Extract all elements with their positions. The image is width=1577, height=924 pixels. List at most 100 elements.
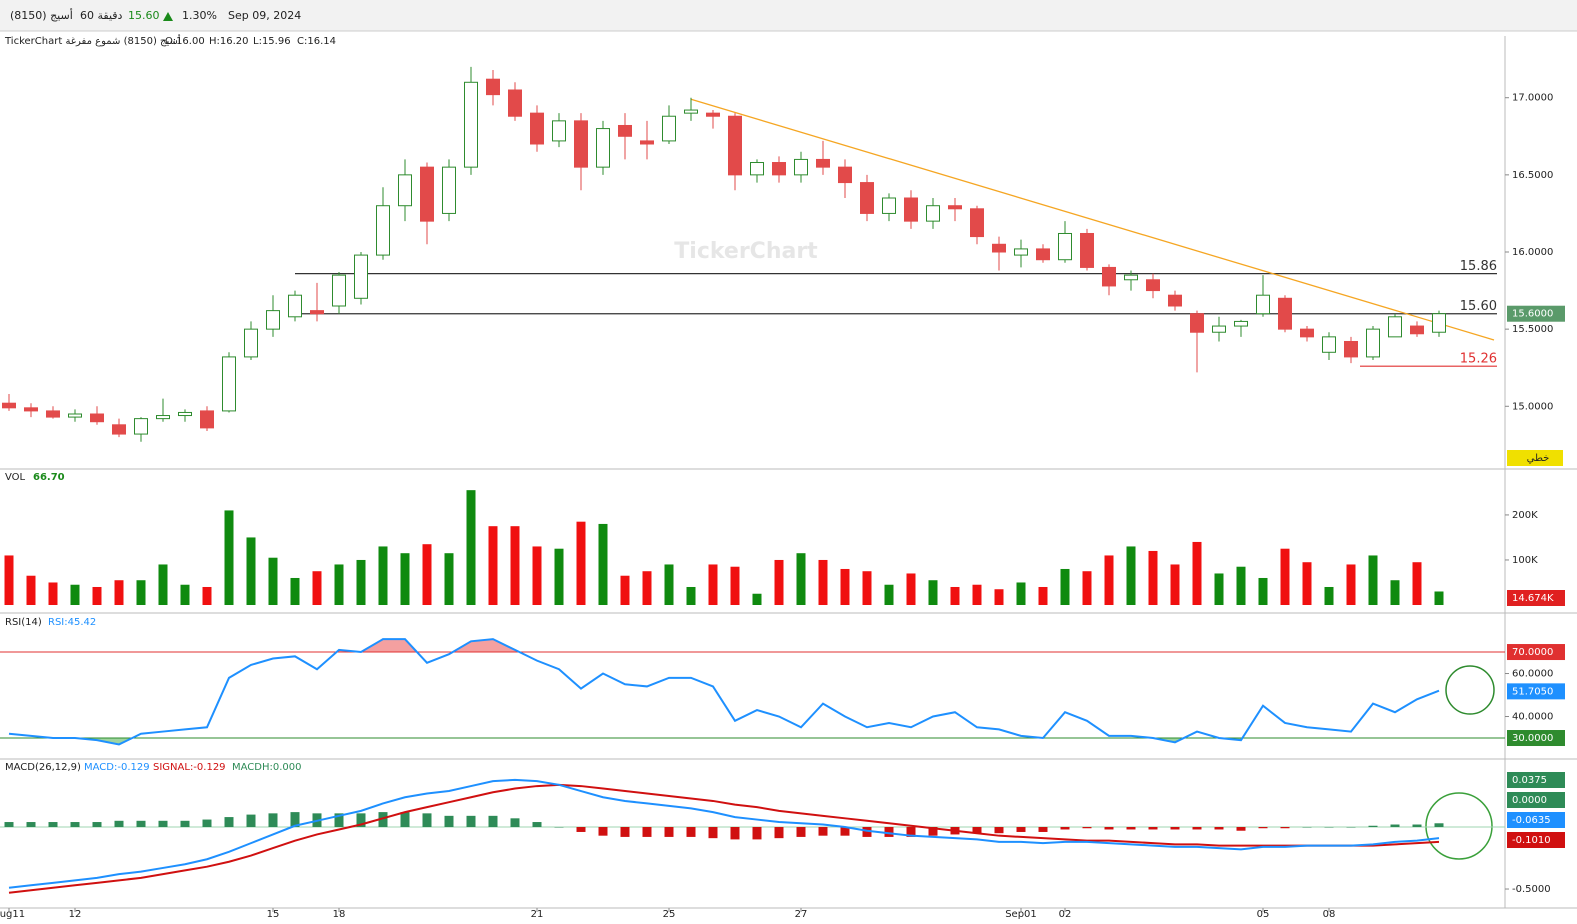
volume-bar: [114, 580, 124, 605]
candle-body: [442, 166, 456, 214]
volume-bar: [4, 555, 14, 605]
rsi-level-label: 30.0000: [1512, 733, 1553, 744]
macd-hist: [796, 826, 806, 837]
up-arrow: [163, 12, 173, 21]
candle-body: [618, 124, 632, 137]
x-tick-label: Sep01: [1005, 909, 1037, 920]
macd-hist: [1324, 826, 1334, 828]
volume-marker: 14.674K: [1512, 593, 1554, 604]
style-button-label[interactable]: خطي: [1527, 453, 1550, 464]
candle-body: [926, 205, 940, 222]
macd-marker-box: [1507, 832, 1565, 848]
macd-hist: [1302, 826, 1312, 828]
candle-body: [1300, 328, 1314, 338]
macd-hist: [1192, 826, 1202, 830]
rsi-marker-box: [1507, 683, 1565, 700]
volume-bar: [246, 537, 256, 605]
candle-body: [156, 415, 170, 420]
volume-bar: [180, 584, 190, 605]
candle-body: [772, 162, 786, 176]
last-price-label: 15.6000: [1512, 309, 1553, 320]
y-tick-label: 200K: [1512, 510, 1538, 521]
candle-body: [1388, 316, 1402, 338]
volume-bar: [774, 559, 784, 605]
macd-hist: [1346, 826, 1356, 828]
volume-bar: [620, 575, 630, 605]
candle-body: [596, 128, 610, 168]
volume-bar: [356, 559, 366, 605]
macd-hist: [422, 813, 432, 827]
pane-readout: MACDH:0.000: [232, 762, 302, 773]
volume-bar: [730, 566, 740, 605]
pane-readout: 66.70: [33, 472, 65, 483]
macd-hist: [818, 826, 828, 836]
macd-hist: [1280, 826, 1290, 829]
candle-body: [1102, 266, 1116, 287]
candle-body: [904, 197, 918, 222]
pane-readout: RSI:45.42: [48, 617, 96, 628]
macd-hist: [686, 826, 696, 837]
macd-hist: [136, 820, 146, 827]
volume-bar: [708, 564, 718, 605]
volume-bar: [840, 568, 850, 605]
volume-bar: [686, 586, 696, 605]
highlight-circle: [1445, 665, 1495, 715]
rsi-level-box: [1507, 644, 1565, 661]
candle-body: [1124, 274, 1138, 281]
candle-body: [266, 310, 280, 330]
volume-bar: [884, 584, 894, 605]
volume-bar: [642, 571, 652, 605]
macd-hist: [554, 826, 564, 828]
macd-hist: [202, 819, 212, 827]
volume-bar: [422, 544, 432, 605]
volume-bar: [1104, 555, 1114, 605]
symbol: أسيج (8150): [10, 8, 73, 22]
volume-bar: [1038, 586, 1048, 605]
macd-marker: -0.0635: [1512, 815, 1551, 826]
volume-bar: [598, 523, 608, 605]
candle-body: [200, 410, 214, 429]
candle-body: [1366, 328, 1380, 358]
candle-body: [376, 205, 390, 256]
rsi-level-label: 70.0000: [1512, 647, 1553, 658]
candle-body: [24, 407, 38, 412]
candle-body: [1080, 232, 1094, 268]
macd-hist: [1016, 826, 1026, 832]
candle-body: [1322, 336, 1336, 353]
macd-hist: [356, 813, 366, 827]
macd-hist: [884, 826, 894, 837]
signal-line: [8, 783, 1440, 894]
volume-bar: [92, 586, 102, 605]
volume-bar: [1280, 548, 1290, 605]
macd-hist: [620, 826, 630, 837]
candle-body: [882, 197, 896, 214]
style-button[interactable]: [1507, 450, 1563, 466]
volume-bar: [334, 564, 344, 605]
macd-hist: [1170, 826, 1180, 830]
candle-body: [640, 140, 654, 145]
y-tick-label: -0.5000: [1512, 884, 1551, 895]
macd-hist: [1126, 826, 1136, 830]
highlight-circle: [1425, 792, 1493, 860]
volume-bar: [466, 490, 476, 605]
x-tick-label: 08: [1323, 909, 1336, 920]
last-price: 15.60: [128, 9, 160, 22]
volume-bar: [510, 526, 520, 605]
macd-hist: [642, 826, 652, 837]
macd-hist: [840, 826, 850, 836]
candle-body: [1256, 294, 1270, 315]
macd-hist: [1148, 826, 1158, 830]
rsi-line: [8, 638, 1440, 746]
volume-bar: [1236, 566, 1246, 605]
macd-hist: [1060, 826, 1070, 830]
macd-hist: [1038, 826, 1048, 832]
candle-body: [728, 115, 742, 176]
level-label: 15.60: [1460, 299, 1497, 314]
x-tick-label: 05: [1257, 909, 1270, 920]
volume-bar: [1126, 546, 1136, 605]
candle-body: [222, 356, 236, 412]
candle-body: [112, 424, 126, 435]
x-tick-label: 02: [1059, 909, 1072, 920]
macd-hist: [158, 820, 168, 827]
